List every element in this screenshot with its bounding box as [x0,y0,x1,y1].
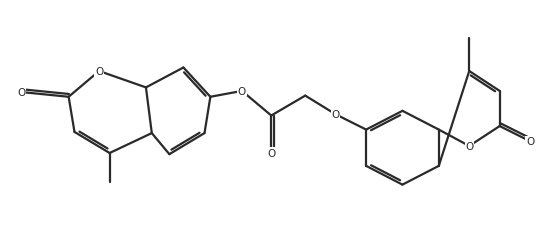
Text: O: O [95,67,103,77]
Text: O: O [526,137,534,147]
Text: O: O [238,87,246,97]
Text: O: O [465,141,473,151]
Text: O: O [18,88,26,98]
Text: O: O [267,148,276,158]
Text: O: O [332,110,340,120]
